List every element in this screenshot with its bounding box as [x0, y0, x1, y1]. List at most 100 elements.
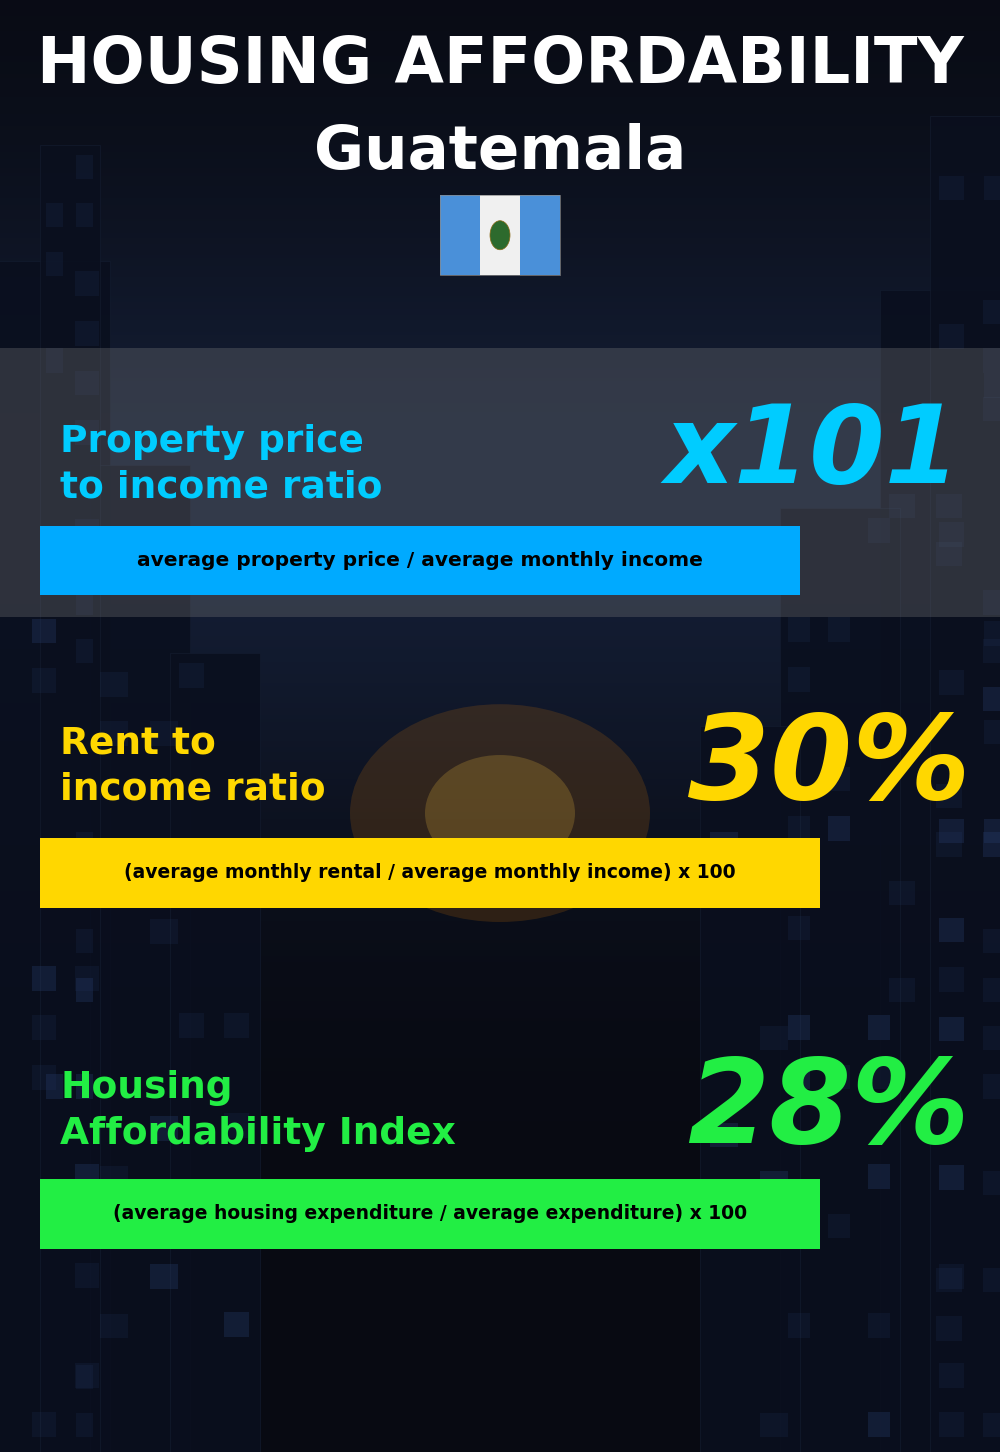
Bar: [936, 977, 962, 1002]
Bar: [32, 668, 56, 693]
Bar: [150, 771, 178, 796]
Bar: [100, 919, 128, 944]
Bar: [76, 1122, 92, 1147]
Bar: [46, 1220, 62, 1244]
Bar: [983, 1122, 1000, 1147]
Bar: [710, 1074, 738, 1099]
Bar: [100, 1363, 128, 1388]
Bar: [32, 966, 56, 990]
Bar: [76, 1172, 92, 1195]
Bar: [100, 722, 128, 746]
Bar: [76, 1317, 92, 1340]
Bar: [889, 494, 915, 518]
Bar: [760, 1220, 788, 1244]
Bar: [179, 1212, 204, 1237]
Bar: [76, 1268, 92, 1292]
Bar: [936, 542, 962, 566]
Bar: [984, 1016, 1000, 1041]
Text: Rent to
income ratio: Rent to income ratio: [60, 726, 326, 807]
Bar: [40, 145, 100, 1452]
Bar: [939, 1066, 964, 1090]
Bar: [983, 494, 1000, 518]
Bar: [939, 126, 964, 151]
Bar: [100, 672, 128, 697]
Bar: [984, 324, 1000, 348]
Bar: [984, 1165, 1000, 1189]
Bar: [75, 1115, 99, 1140]
Bar: [75, 1165, 99, 1189]
Bar: [984, 126, 1000, 151]
Bar: [76, 446, 92, 469]
Bar: [760, 1268, 788, 1292]
Bar: [224, 1262, 249, 1288]
Bar: [983, 1317, 1000, 1340]
Bar: [984, 1214, 1000, 1239]
Bar: [939, 1265, 964, 1289]
Bar: [224, 1411, 249, 1437]
Bar: [179, 713, 204, 738]
Bar: [828, 666, 850, 693]
Bar: [760, 1122, 788, 1147]
Bar: [984, 571, 1000, 597]
Bar: [939, 571, 964, 597]
Bar: [889, 1220, 915, 1244]
Bar: [46, 929, 62, 954]
Bar: [46, 1268, 62, 1292]
Bar: [150, 968, 178, 993]
Bar: [100, 574, 128, 598]
Bar: [788, 1362, 810, 1388]
Bar: [100, 1117, 128, 1141]
Bar: [868, 717, 890, 742]
Bar: [984, 1265, 1000, 1289]
Bar: [939, 1214, 964, 1239]
Bar: [984, 918, 1000, 942]
Bar: [788, 1165, 810, 1189]
Bar: [828, 1064, 850, 1089]
Bar: [868, 617, 890, 642]
Bar: [150, 1166, 178, 1191]
Text: HOUSING AFFORDABILITY: HOUSING AFFORDABILITY: [37, 35, 963, 96]
Bar: [150, 574, 178, 598]
Bar: [936, 396, 962, 421]
Bar: [75, 1066, 99, 1090]
Bar: [150, 623, 178, 648]
Text: average property price / average monthly income: average property price / average monthly…: [137, 550, 703, 571]
Bar: [46, 1365, 62, 1390]
Bar: [32, 420, 56, 444]
Bar: [46, 1074, 62, 1099]
Bar: [983, 348, 1000, 373]
Bar: [46, 1317, 62, 1340]
Bar: [224, 1013, 249, 1038]
Bar: [760, 832, 788, 857]
Bar: [32, 1263, 56, 1288]
Bar: [939, 423, 964, 447]
Bar: [75, 916, 99, 941]
Bar: [936, 1365, 962, 1390]
Bar: [788, 617, 810, 642]
Text: (average housing expenditure / average expenditure) x 100: (average housing expenditure / average e…: [113, 1204, 747, 1224]
Bar: [889, 446, 915, 469]
Bar: [788, 518, 810, 543]
Text: (average monthly rental / average monthly income) x 100: (average monthly rental / average monthl…: [124, 862, 736, 883]
Bar: [46, 977, 62, 1002]
Bar: [984, 720, 1000, 745]
Bar: [710, 929, 738, 954]
Bar: [76, 348, 92, 373]
Bar: [760, 1027, 788, 1050]
Bar: [100, 1413, 128, 1437]
Bar: [520, 195, 560, 276]
Bar: [224, 862, 249, 889]
Bar: [939, 274, 964, 299]
Bar: [76, 881, 92, 905]
Bar: [100, 475, 128, 499]
Bar: [760, 784, 788, 809]
Bar: [76, 155, 92, 179]
Bar: [440, 195, 480, 276]
Bar: [75, 619, 99, 643]
Bar: [936, 1317, 962, 1340]
Bar: [150, 672, 178, 697]
Bar: [983, 832, 1000, 857]
Bar: [75, 1313, 99, 1337]
Bar: [868, 865, 890, 890]
Bar: [710, 1317, 738, 1340]
